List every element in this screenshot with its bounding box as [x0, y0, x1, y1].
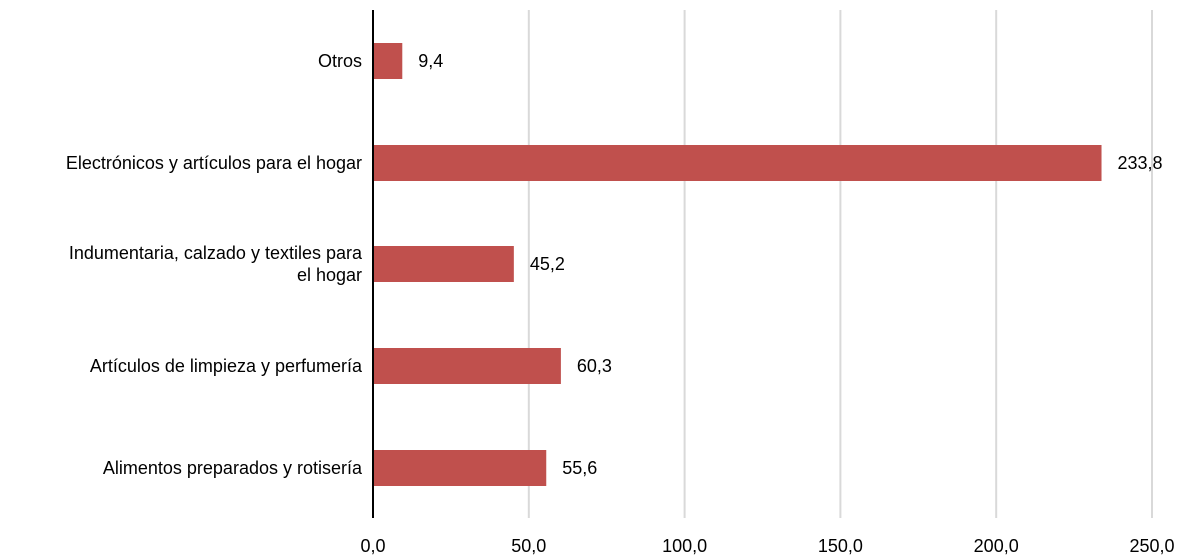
category-labels: Otros Electrónicos y artículos para el ho…	[66, 51, 363, 478]
category-label-3: Artículos de limpieza y perfumería	[90, 356, 363, 376]
x-tick-label-3: 150,0	[818, 536, 863, 555]
data-label-3: 60,3	[577, 356, 612, 376]
data-label-2: 45,2	[530, 254, 565, 274]
category-label-0: Otros	[318, 51, 362, 71]
x-tick-label-5: 250,0	[1129, 536, 1174, 555]
bar-4	[373, 450, 547, 486]
gridlines	[527, 10, 1153, 518]
bar-0	[373, 43, 403, 79]
category-label-1: Electrónicos y artículos para el hogar	[66, 153, 362, 173]
x-tick-label-2: 100,0	[662, 536, 707, 555]
x-tick-label-1: 50,0	[511, 536, 546, 555]
data-labels: 9,4 233,8 45,2 60,3 55,6	[418, 51, 1162, 478]
bar-2	[373, 246, 514, 282]
data-label-4: 55,6	[562, 458, 597, 478]
bars	[373, 43, 1102, 486]
x-tick-label-4: 200,0	[974, 536, 1019, 555]
x-tick-label-0: 0,0	[360, 536, 385, 555]
bar-3	[373, 348, 561, 384]
category-label-2: Indumentaria, calzado y textiles para el …	[69, 243, 363, 285]
category-label-4: Alimentos preparados y rotisería	[103, 458, 363, 478]
x-tick-labels: 0,0 50,0 100,0 150,0 200,0 250,0	[360, 536, 1174, 555]
data-label-1: 233,8	[1118, 153, 1163, 173]
data-label-0: 9,4	[418, 51, 443, 71]
bar-1	[373, 145, 1102, 181]
